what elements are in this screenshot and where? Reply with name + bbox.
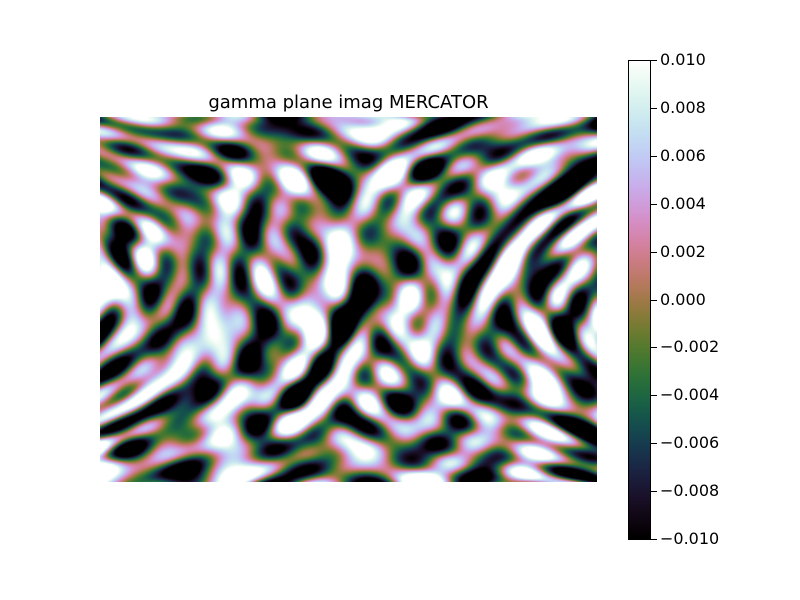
colorbar-tick-label: 0.006 [660,146,706,165]
colorbar-tick-label: 0.000 [660,290,706,309]
heatmap-image [100,117,597,482]
colorbar-tick-label: −0.002 [660,337,720,356]
colorbar-tick-label: 0.004 [660,194,706,213]
colorbar-tick-label: −0.008 [660,481,720,500]
colorbar-tick [651,443,657,444]
chart-title: gamma plane imag MERCATOR [208,92,489,113]
colorbar-tick-label: −0.010 [660,529,720,548]
colorbar-tick [651,156,657,157]
colorbar-tick-label: 0.002 [660,242,706,261]
colorbar-tick-label: −0.006 [660,433,720,452]
colorbar-tick [651,347,657,348]
colorbar [628,60,651,540]
colorbar-tick [651,300,657,301]
colorbar-tick [651,491,657,492]
colorbar-tick-label: 0.008 [660,98,706,117]
colorbar-tick-label: −0.004 [660,385,720,404]
colorbar-tick [651,60,657,61]
colorbar-tick-label: 0.010 [660,50,706,69]
colorbar-tick [651,108,657,109]
colorbar-tick [651,395,657,396]
colorbar-tick [651,539,657,540]
colorbar-tick [651,252,657,253]
colorbar-tick [651,204,657,205]
